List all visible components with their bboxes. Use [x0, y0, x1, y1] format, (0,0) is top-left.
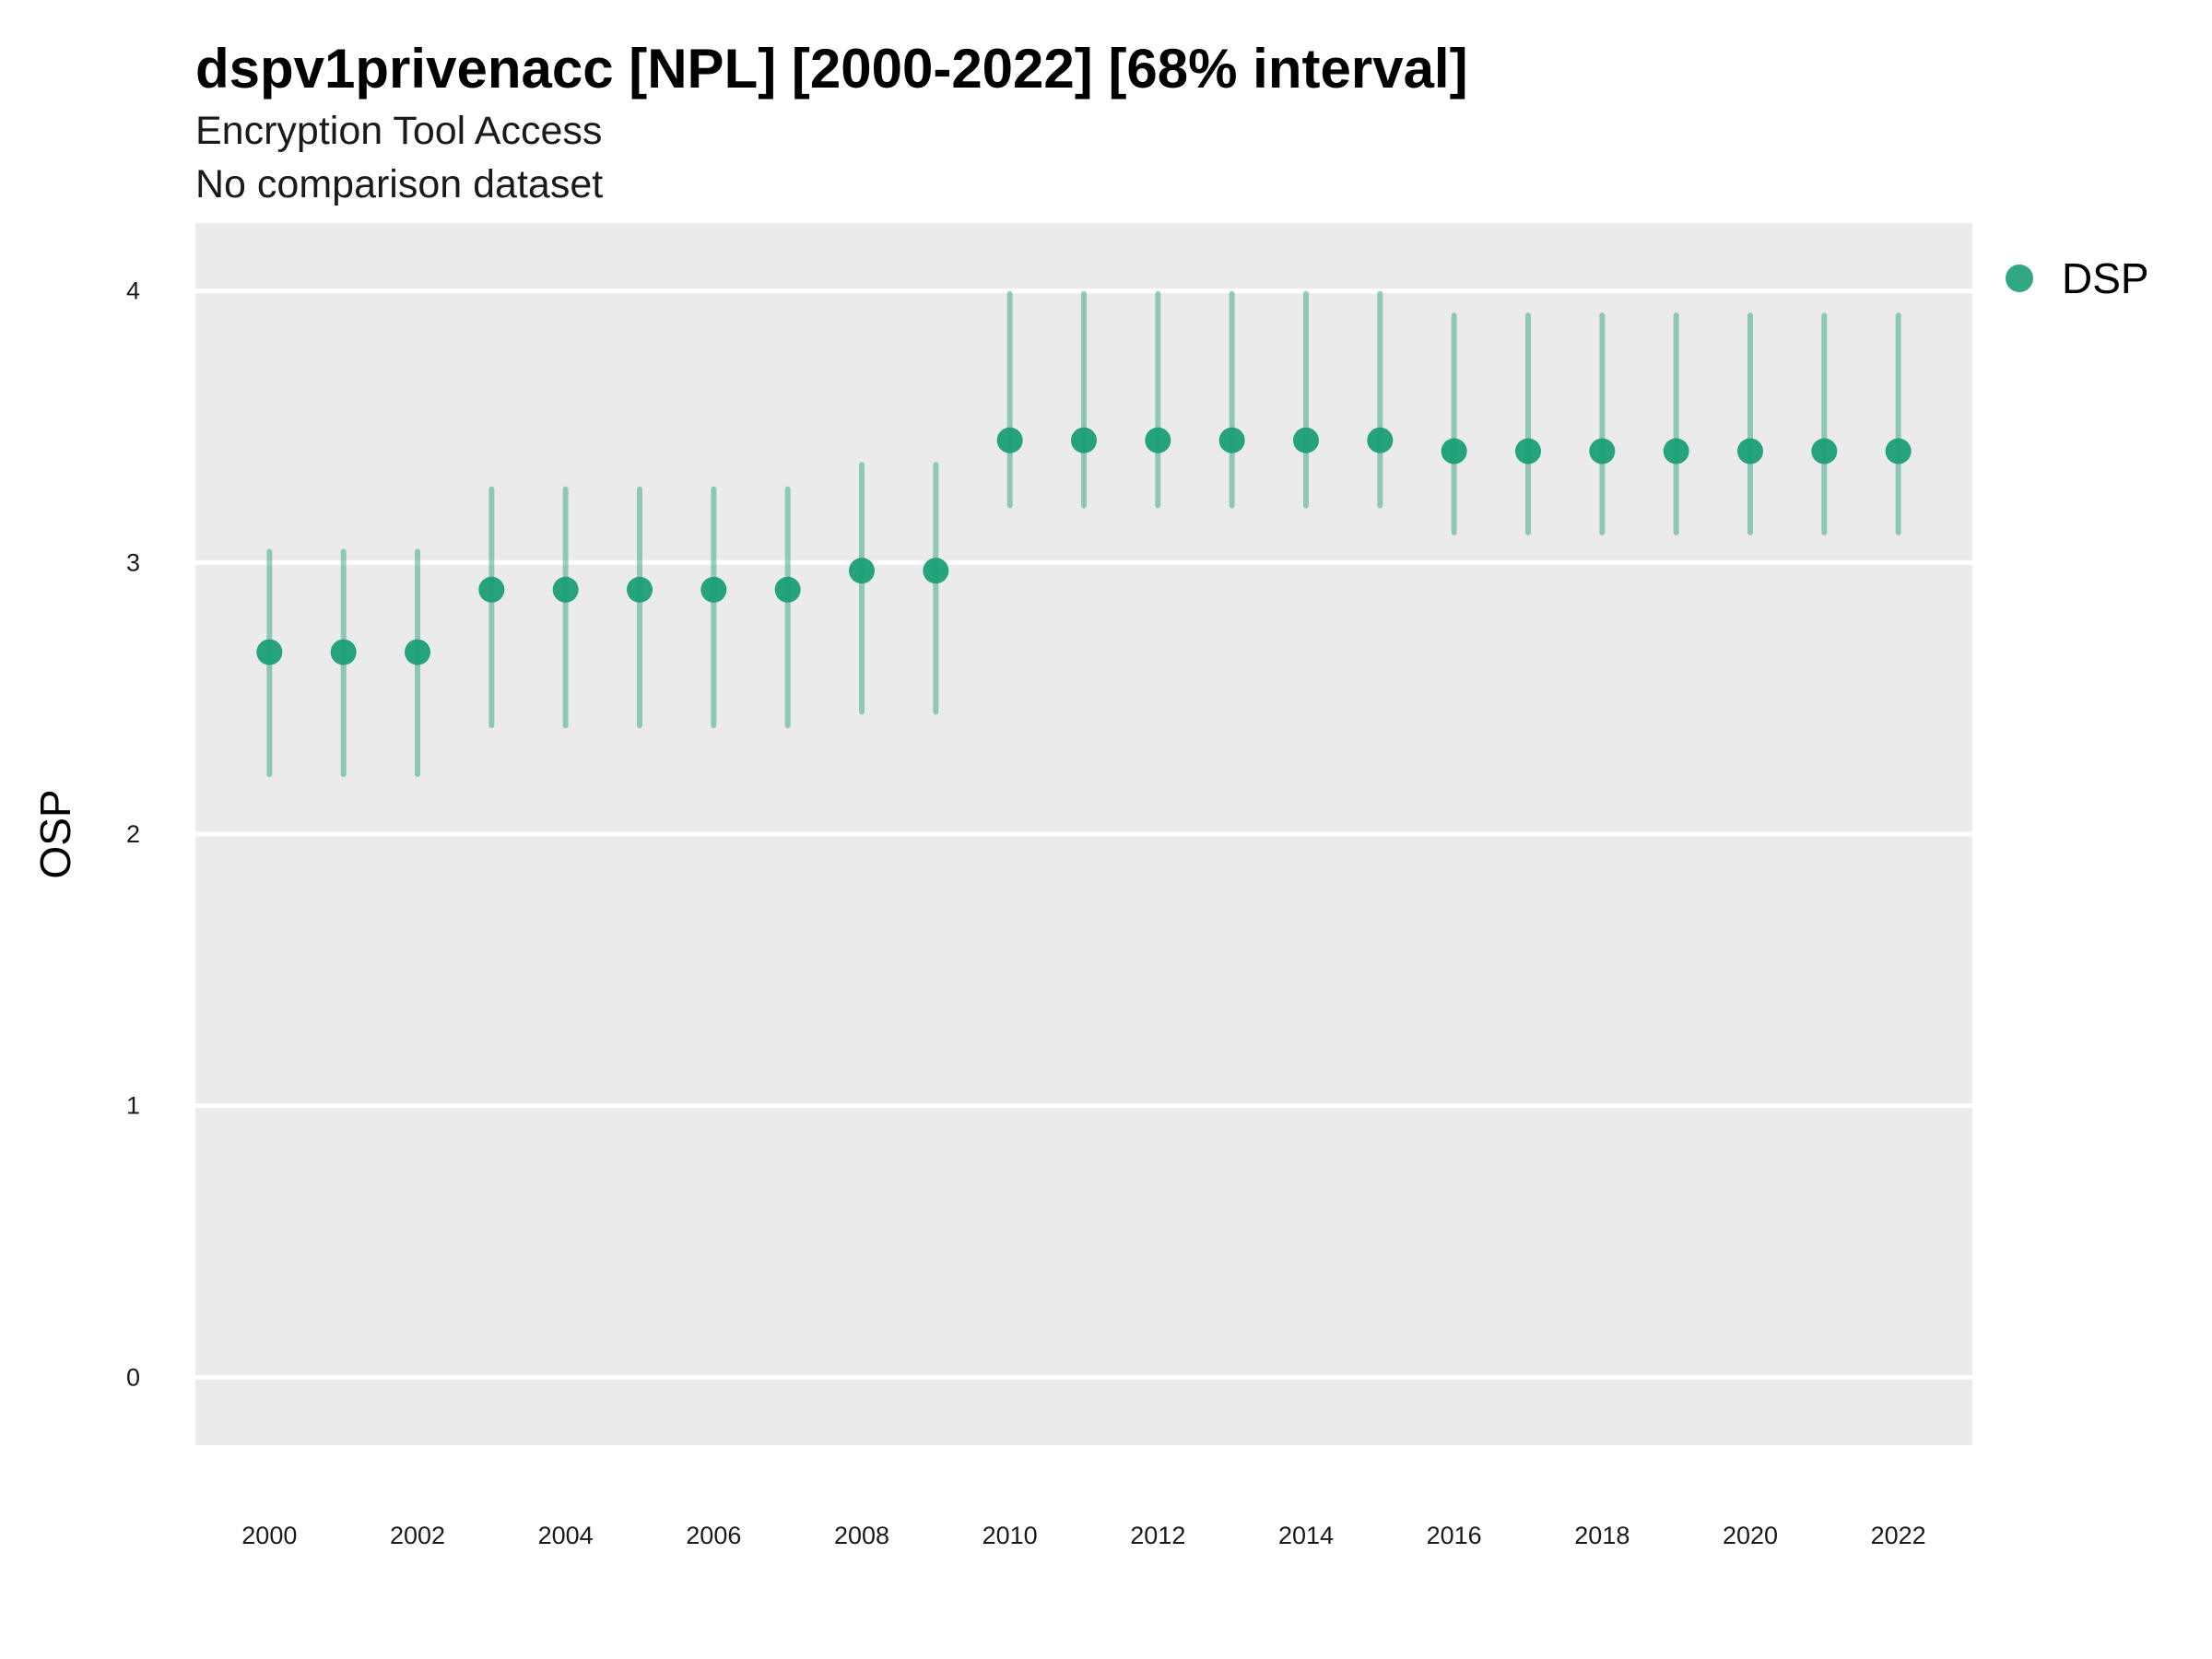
data-point-2019 [1663, 438, 1689, 465]
data-point-2004 [552, 576, 579, 603]
y-tick-label: 3 [126, 548, 140, 576]
y-tick-label: 1 [126, 1092, 140, 1120]
data-point-2016 [1441, 438, 1467, 465]
y-tick-label: 2 [126, 820, 140, 848]
data-point-2014 [1293, 427, 1319, 453]
data-point-2000 [256, 639, 283, 665]
legend: DSP [2006, 254, 2149, 302]
x-tick-label: 2002 [390, 1522, 445, 1549]
x-tick-label: 2008 [834, 1522, 889, 1549]
data-point-2015 [1367, 427, 1394, 453]
legend-label-dsp: DSP [2062, 254, 2149, 302]
data-point-2009 [923, 558, 949, 584]
error-bars [266, 290, 1901, 778]
x-axis-ticks: 2000 2002 2004 2006 2008 2010 2012 2014 2016 2018… [241, 1522, 1925, 1549]
chart-subtitle-2: No comparison dataset [195, 162, 603, 206]
chart-title: dspv1privenacc [NPL] [2000-2022] [68% in… [195, 38, 1468, 100]
data-point-2010 [996, 427, 1023, 453]
x-tick-label: 2012 [1130, 1522, 1185, 1549]
x-tick-label: 2020 [1723, 1522, 1778, 1549]
legend-key-dsp [2006, 265, 2033, 292]
data-point-2022 [1885, 438, 1912, 465]
x-tick-label: 2022 [1871, 1522, 1926, 1549]
gridlines [195, 288, 1972, 1380]
data-point-2003 [478, 576, 505, 603]
chart-subtitle-1: Encryption Tool Access [195, 109, 602, 153]
data-points [256, 427, 1912, 665]
data-point-2020 [1737, 438, 1763, 465]
y-tick-label: 4 [126, 277, 140, 305]
data-point-2002 [405, 639, 430, 665]
data-point-2008 [849, 558, 875, 584]
x-tick-label: 2010 [982, 1522, 1038, 1549]
x-tick-label: 2004 [538, 1522, 594, 1549]
data-point-2005 [627, 576, 653, 603]
y-axis-ticks: 0 1 2 3 4 [126, 277, 140, 1392]
data-point-2021 [1811, 438, 1838, 465]
y-tick-label: 0 [126, 1363, 140, 1391]
data-point-2013 [1218, 427, 1245, 453]
data-point-2011 [1071, 427, 1097, 453]
data-point-2006 [700, 576, 727, 603]
data-point-2012 [1145, 427, 1171, 453]
x-tick-label: 2000 [241, 1522, 297, 1549]
data-point-2001 [330, 639, 357, 665]
x-tick-label: 2014 [1278, 1522, 1334, 1549]
x-tick-label: 2018 [1574, 1522, 1630, 1549]
y-axis-title: OSP [31, 789, 79, 878]
data-point-2018 [1589, 438, 1616, 465]
x-tick-label: 2006 [686, 1522, 741, 1549]
data-point-2017 [1515, 438, 1541, 465]
data-point-2007 [774, 576, 801, 603]
x-tick-label: 2016 [1427, 1522, 1482, 1549]
